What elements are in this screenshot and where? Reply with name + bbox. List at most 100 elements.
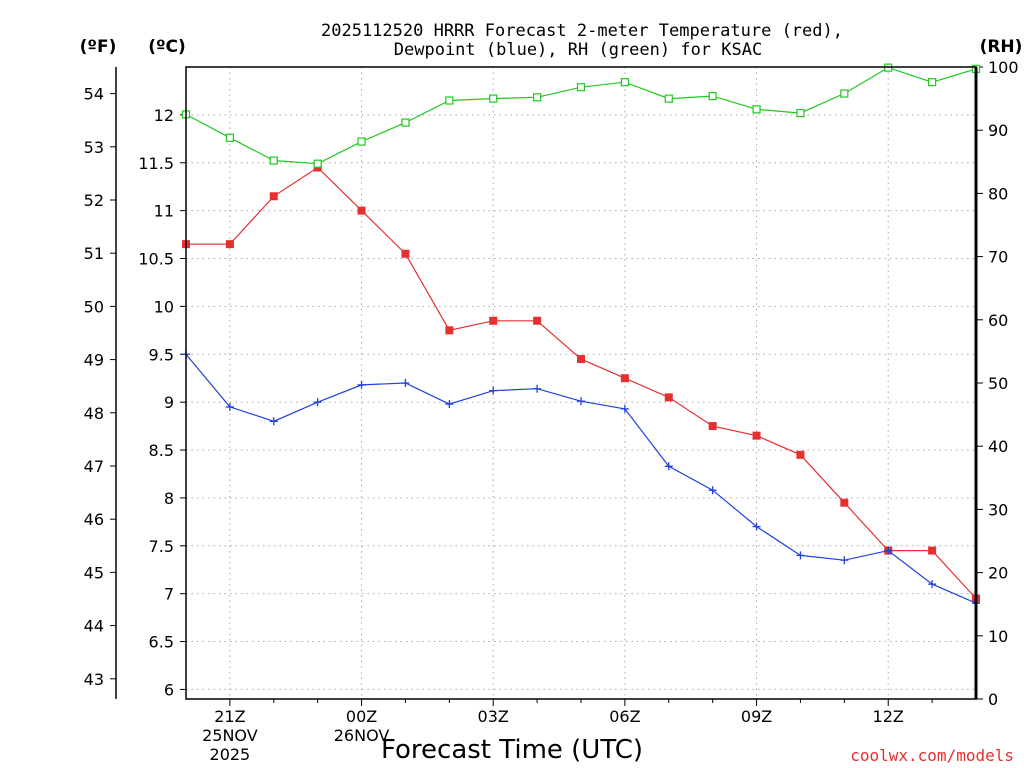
rh-tick-label: 80 [988, 184, 1008, 203]
dewpoint-point [533, 384, 542, 393]
temperature-point [708, 422, 717, 431]
rh-point [225, 133, 234, 142]
dewpoint-point [577, 397, 585, 406]
celsius-tick-label: 9.5 [149, 345, 174, 364]
fahrenheit-axis-unit: (ºF) [80, 37, 117, 57]
gridlines [186, 67, 976, 699]
temperature-point [269, 192, 278, 201]
dewpoint-point [357, 380, 366, 389]
temperature-point [620, 374, 629, 383]
temperature-point [928, 546, 937, 555]
dewpoint-point [884, 546, 893, 555]
series-layer [181, 63, 981, 608]
temperature-point [840, 498, 849, 507]
celsius-tick-label: 7.5 [149, 537, 174, 556]
credit-label: coolwx.com/models [850, 746, 1014, 765]
rh-point [928, 78, 937, 87]
chart-title-line2: Dewpoint (blue), RH (green) for KSAC [394, 40, 762, 60]
celsius-tick-label: 6.5 [149, 633, 174, 652]
rh-tick-label: 40 [988, 437, 1008, 456]
fahrenheit-tick-label: 50 [84, 297, 104, 316]
fahrenheit-tick-label: 48 [84, 404, 104, 423]
rh-point [489, 94, 498, 103]
celsius-tick-label: 11.5 [138, 154, 174, 173]
fahrenheit-tick-label: 49 [84, 351, 104, 370]
rh-tick-label: 50 [988, 374, 1008, 393]
fahrenheit-tick-label: 51 [84, 244, 104, 263]
temperature-point [489, 316, 498, 325]
rh-axis: 0 10 20 30 40 50 60 70 80 90 100 [976, 58, 1019, 709]
rh-point [840, 89, 849, 98]
dewpoint-point [489, 386, 498, 395]
time-tick-label: 21Z [214, 707, 245, 726]
celsius-tick-label: 8 [164, 489, 174, 508]
dewpoint-point [928, 580, 937, 589]
rh-point [533, 93, 542, 102]
celsius-tick-label: 7 [164, 585, 174, 604]
rh-tick-label: 70 [988, 248, 1008, 267]
temperature-point [533, 316, 542, 325]
temperature-point [796, 450, 805, 459]
celsius-tick-label: 6 [164, 680, 174, 699]
rh-tick-label: 0 [988, 690, 998, 709]
time-tick-label: 09Z [741, 707, 772, 726]
dewpoint-point [708, 486, 717, 495]
series-rh [181, 63, 981, 168]
rh-point [664, 94, 673, 103]
rh-point [401, 118, 410, 127]
fahrenheit-tick-label: 54 [84, 85, 104, 104]
fahrenheit-tick-label: 53 [84, 138, 104, 157]
series-temperature [182, 163, 980, 603]
rh-point [313, 159, 322, 168]
rh-point [796, 109, 805, 118]
celsius-tick-label: 10.5 [138, 250, 174, 269]
dewpoint-point [620, 404, 629, 413]
dewpoint-point [840, 556, 849, 565]
dewpoint-point [401, 379, 410, 387]
x-axis-label: Forecast Time (UTC) [381, 735, 643, 765]
time-tick-label: 03Z [478, 707, 509, 726]
celsius-axis-unit: (ºC) [148, 37, 186, 57]
fahrenheit-tick-label: 44 [84, 617, 104, 636]
temperature-point [401, 249, 410, 258]
rh-tick-label: 60 [988, 311, 1008, 330]
celsius-tick-label: 12 [154, 106, 174, 125]
time-tick-label: 2025 [210, 745, 251, 764]
chart-title: 2025112520 HRRR Forecast 2-meter Tempera… [321, 21, 843, 41]
time-tick-label: 00Z [346, 707, 377, 726]
time-tick-label: 26NOV [334, 726, 390, 745]
dewpoint-point [752, 522, 761, 531]
dewpoint-point [225, 402, 234, 411]
fahrenheit-tick-label: 45 [84, 563, 104, 582]
rh-tick-label: 90 [988, 121, 1008, 140]
temperature-point [664, 393, 673, 402]
celsius-axis: 6 6.5 7 7.5 8 8.5 9 9.5 10 10.5 11 11.5 12 [138, 106, 186, 699]
celsius-tick-label: 8.5 [149, 441, 174, 460]
rh-point [269, 156, 278, 165]
rh-line [185, 66, 977, 165]
temperature-line [186, 166, 977, 599]
temperature-point [445, 326, 454, 335]
series-dewpoint [182, 350, 980, 608]
rh-tick-label: 100 [988, 58, 1019, 77]
rh-point [445, 96, 454, 105]
dewpoint-line [185, 353, 977, 604]
celsius-tick-label: 11 [154, 202, 174, 221]
celsius-tick-label: 9 [164, 393, 174, 412]
dewpoint-point [796, 551, 805, 560]
rh-point [620, 78, 629, 87]
time-tick-label: 25NOV [202, 726, 258, 745]
dewpoint-point [445, 400, 454, 409]
rh-tick-label: 20 [988, 564, 1008, 583]
rh-point [752, 105, 761, 114]
fahrenheit-tick-label: 47 [84, 457, 104, 476]
dewpoint-point [269, 417, 278, 426]
dewpoint-point [664, 462, 673, 471]
rh-point [708, 91, 717, 101]
fahrenheit-tick-label: 52 [84, 191, 104, 210]
rh-point [576, 83, 586, 92]
temperature-point [577, 355, 585, 364]
rh-tick-label: 10 [988, 627, 1008, 646]
